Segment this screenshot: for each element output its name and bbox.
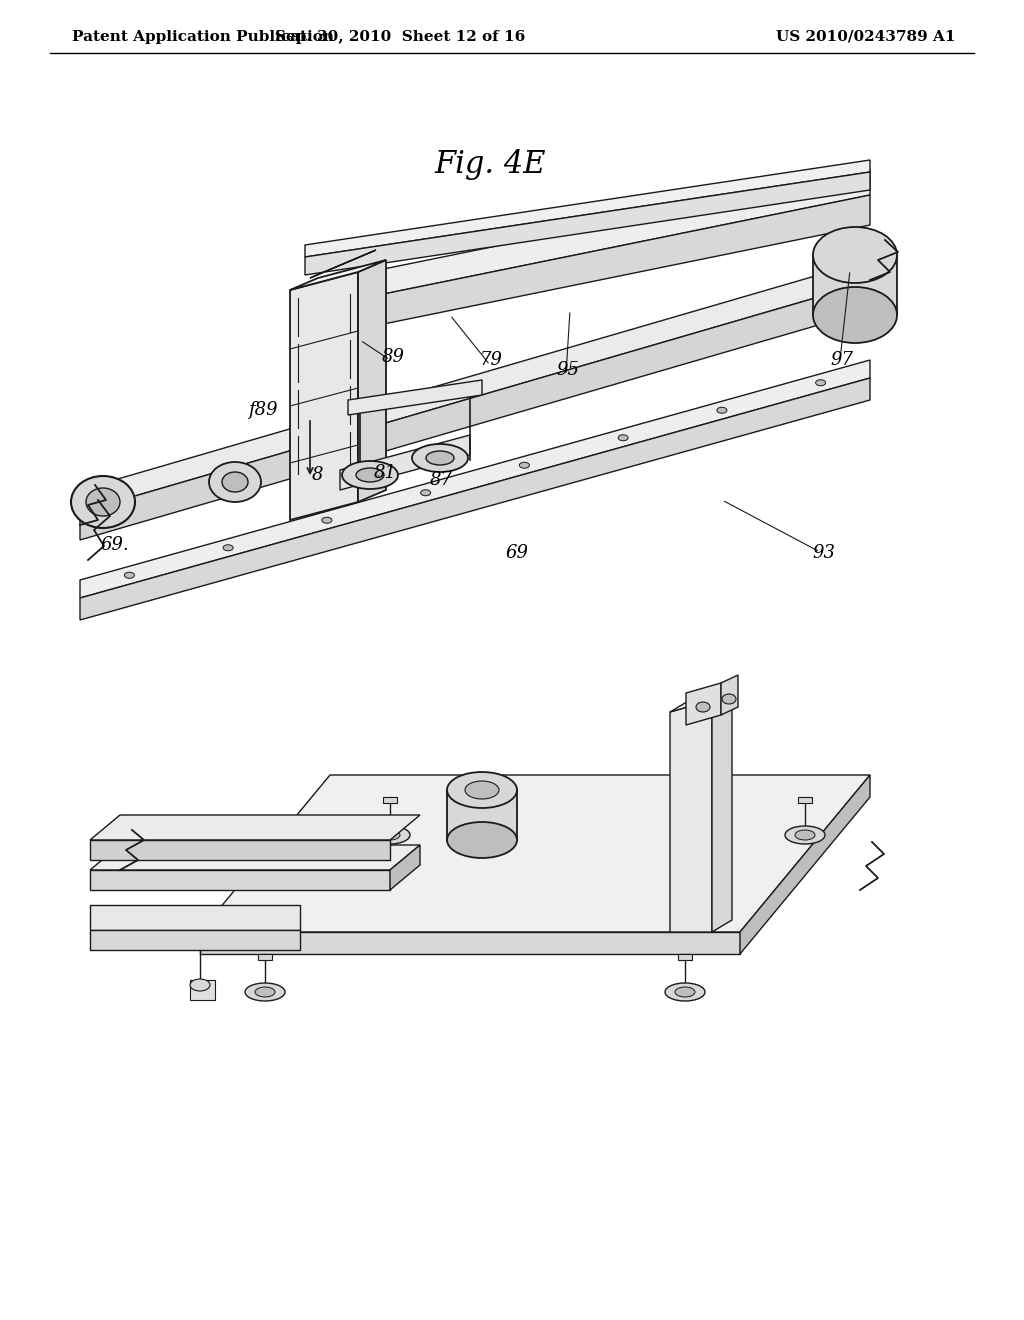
Ellipse shape [71, 477, 135, 528]
Ellipse shape [223, 545, 233, 550]
Text: 81: 81 [374, 465, 397, 482]
Ellipse shape [342, 461, 398, 488]
Polygon shape [80, 260, 870, 512]
Polygon shape [686, 682, 721, 725]
Polygon shape [721, 675, 738, 715]
Polygon shape [740, 775, 870, 954]
Ellipse shape [795, 830, 815, 840]
Polygon shape [305, 172, 870, 275]
Polygon shape [90, 814, 420, 840]
Polygon shape [670, 688, 732, 711]
Ellipse shape [426, 451, 454, 465]
Ellipse shape [209, 462, 261, 502]
Text: Patent Application Publication: Patent Application Publication [72, 30, 334, 44]
Ellipse shape [255, 987, 275, 997]
Polygon shape [90, 840, 390, 861]
Ellipse shape [675, 987, 695, 997]
Ellipse shape [816, 380, 825, 385]
Polygon shape [90, 906, 300, 931]
Polygon shape [80, 378, 870, 620]
Ellipse shape [813, 227, 897, 282]
Polygon shape [348, 380, 482, 414]
Ellipse shape [322, 517, 332, 523]
Text: 95: 95 [556, 360, 579, 379]
Polygon shape [310, 249, 376, 279]
Ellipse shape [124, 573, 134, 578]
Polygon shape [340, 436, 470, 490]
Text: 69.: 69. [100, 536, 129, 554]
Ellipse shape [813, 286, 897, 343]
Text: f89: f89 [248, 401, 278, 418]
Ellipse shape [86, 488, 120, 516]
Ellipse shape [447, 822, 517, 858]
Ellipse shape [447, 772, 517, 808]
Polygon shape [80, 360, 870, 598]
Text: 87: 87 [430, 471, 453, 488]
Polygon shape [90, 931, 300, 950]
Polygon shape [390, 845, 420, 890]
Ellipse shape [665, 983, 705, 1001]
Text: 93: 93 [812, 544, 835, 562]
Polygon shape [383, 797, 397, 803]
Ellipse shape [370, 826, 410, 843]
Ellipse shape [222, 473, 248, 492]
Ellipse shape [412, 444, 468, 473]
Ellipse shape [696, 702, 710, 711]
Polygon shape [305, 160, 870, 257]
Polygon shape [200, 775, 870, 932]
Ellipse shape [380, 830, 400, 840]
Text: US 2010/0243789 A1: US 2010/0243789 A1 [775, 30, 955, 44]
Polygon shape [190, 979, 215, 1001]
Text: 79: 79 [480, 351, 503, 370]
Polygon shape [678, 954, 692, 960]
Ellipse shape [519, 462, 529, 469]
Polygon shape [200, 932, 740, 954]
Polygon shape [670, 700, 712, 932]
Polygon shape [80, 282, 870, 540]
Ellipse shape [245, 983, 285, 1001]
Ellipse shape [421, 490, 431, 496]
Polygon shape [358, 260, 386, 502]
Polygon shape [305, 170, 870, 310]
Polygon shape [798, 797, 812, 803]
Text: Fig. 4E: Fig. 4E [434, 149, 546, 181]
Ellipse shape [785, 826, 825, 843]
Text: 97: 97 [830, 351, 853, 370]
Polygon shape [305, 195, 870, 341]
Polygon shape [813, 255, 897, 315]
Ellipse shape [465, 781, 499, 799]
Polygon shape [290, 260, 386, 290]
Ellipse shape [618, 434, 628, 441]
Polygon shape [90, 870, 390, 890]
Polygon shape [258, 954, 272, 960]
Polygon shape [712, 688, 732, 932]
Polygon shape [90, 845, 420, 870]
Text: Sep. 30, 2010  Sheet 12 of 16: Sep. 30, 2010 Sheet 12 of 16 [274, 30, 525, 44]
Ellipse shape [722, 694, 736, 704]
Ellipse shape [190, 979, 210, 991]
Polygon shape [290, 272, 358, 520]
Text: 69: 69 [505, 544, 528, 562]
Polygon shape [447, 789, 517, 840]
Ellipse shape [356, 469, 384, 482]
Ellipse shape [717, 408, 727, 413]
Text: 8: 8 [312, 466, 324, 484]
Text: 89: 89 [382, 348, 406, 366]
